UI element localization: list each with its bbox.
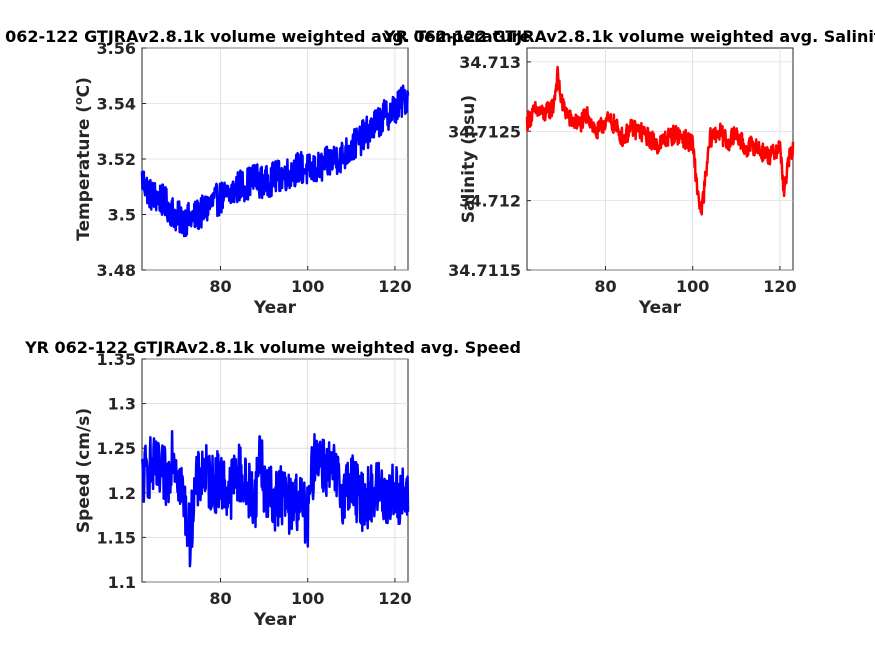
speed-y-tick-label: 1.15 xyxy=(97,528,136,547)
temperature-y-axis-label: Temperature (oC) xyxy=(72,77,94,241)
speed-chart-title: YR 062-122 GTJRAv2.8.1k volume weighted … xyxy=(24,338,521,357)
temperature-series-line xyxy=(140,84,410,238)
salinity-x-tick-label: 120 xyxy=(763,277,796,296)
temperature-x-tick-label: 80 xyxy=(209,277,231,296)
salinity-y-tick-label: 34.7115 xyxy=(448,261,521,280)
speed-x-tick-label: 100 xyxy=(291,589,324,608)
salinity-x-axis-label: Year xyxy=(638,298,682,318)
speed-y-tick-label: 1.25 xyxy=(97,439,136,458)
temperature-y-label-unit: C) xyxy=(74,77,94,97)
temperature-y-tick-label: 3.56 xyxy=(97,39,136,58)
speed-panel: 80 100 120 1.1 1.15 1.2 1.25 1.3 1.35 YR 062-122… xyxy=(24,338,521,630)
speed-x-axis-label: Year xyxy=(253,610,297,630)
speed-y-tick-label: 1.3 xyxy=(108,395,136,414)
speed-y-tick-label: 1.2 xyxy=(108,484,136,503)
speed-x-tick-label: 120 xyxy=(378,589,411,608)
salinity-axes-frame xyxy=(526,47,794,271)
speed-y-tick-label: 1.35 xyxy=(97,350,136,369)
salinity-y-tick-label: 34.712 xyxy=(459,192,521,211)
temperature-y-tick-label: 3.48 xyxy=(97,261,136,280)
temperature-x-tick-label: 120 xyxy=(378,277,411,296)
temperature-panel: 80 100 120 3.48 3.5 3.52 3.54 3.56 YR 062-122 G… xyxy=(0,27,531,318)
salinity-series-line xyxy=(525,65,795,216)
salinity-chart-title: YR 062-122 GTJRAv2.8.1k volume weighted … xyxy=(383,27,875,46)
speed-y-tick-label: 1.1 xyxy=(108,573,136,592)
salinity-y-tick-label: 34.7125 xyxy=(448,122,521,141)
temperature-chart-title: YR 062-122 GTJRAv2.8.1k volume weighted … xyxy=(0,27,531,46)
salinity-y-tick-label: 34.713 xyxy=(459,53,521,72)
speed-series-line xyxy=(140,430,410,568)
temperature-y-tick-label: 3.5 xyxy=(108,206,136,225)
speed-x-tick-label: 80 xyxy=(209,589,231,608)
salinity-x-tick-label: 80 xyxy=(594,277,616,296)
salinity-x-tick-label: 100 xyxy=(676,277,709,296)
salinity-panel: 80 100 120 34.7115 34.712 34.7125 34.713 YR 06… xyxy=(383,27,875,318)
temperature-y-tick-label: 3.54 xyxy=(97,95,136,114)
temperature-y-tick-label: 3.52 xyxy=(97,150,136,169)
temperature-y-label-main: Temperature ( xyxy=(74,105,94,241)
temperature-x-axis-label: Year xyxy=(253,298,297,318)
speed-y-axis-label: Speed (cm/s) xyxy=(74,408,94,533)
temperature-x-tick-label: 100 xyxy=(291,277,324,296)
temperature-y-label-degree: o xyxy=(72,97,85,105)
salinity-y-axis-label: Salinity (psu) xyxy=(459,95,479,223)
